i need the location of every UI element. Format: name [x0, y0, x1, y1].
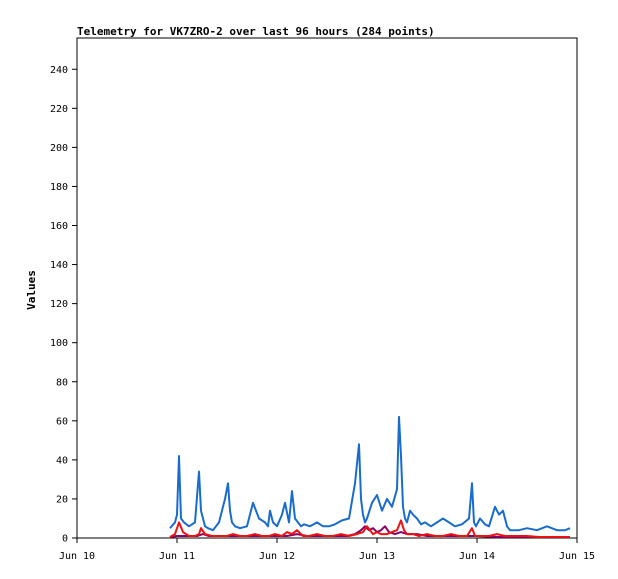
x-tick-label: Jun 13 [359, 551, 395, 562]
chart-title: Telemetry for VK7ZRO-2 over last 96 hour… [77, 25, 435, 38]
x-tick-label: Jun 10 [59, 551, 95, 562]
y-tick-label: 0 [62, 534, 68, 545]
y-tick-label: 100 [50, 338, 68, 349]
series-layer [169, 415, 571, 538]
y-tick-label: 60 [56, 416, 68, 427]
y-tick-label: 240 [50, 65, 68, 76]
x-tick-label: Jun 12 [259, 551, 295, 562]
x-tick-label: Jun 15 [559, 551, 595, 562]
x-tick-label: Jun 14 [459, 551, 495, 562]
y-axis-label: Values [25, 270, 38, 310]
y-tick-label: 20 [56, 494, 68, 505]
y-tick-label: 160 [50, 221, 68, 232]
y-tick-label: 80 [56, 377, 68, 388]
plot-area [76, 37, 578, 539]
y-tick-label: 140 [50, 260, 68, 271]
series-line-2 [169, 519, 570, 538]
y-tick-label: 200 [50, 143, 68, 154]
y-tick-label: 220 [50, 104, 68, 115]
x-tick-label: Jun 11 [159, 551, 195, 562]
series-line-1 [169, 415, 571, 532]
y-tick-label: 180 [50, 182, 68, 193]
y-tick-label: 40 [56, 455, 68, 466]
y-tick-label: 120 [50, 299, 68, 310]
x-axis: Jun 10 Jun 11 Jun 12 Jun 13 Jun 14 Jun 15 [59, 538, 595, 562]
y-axis: 0 20 40 60 80 100 120 140 160 180 200 220 240 [50, 65, 77, 545]
